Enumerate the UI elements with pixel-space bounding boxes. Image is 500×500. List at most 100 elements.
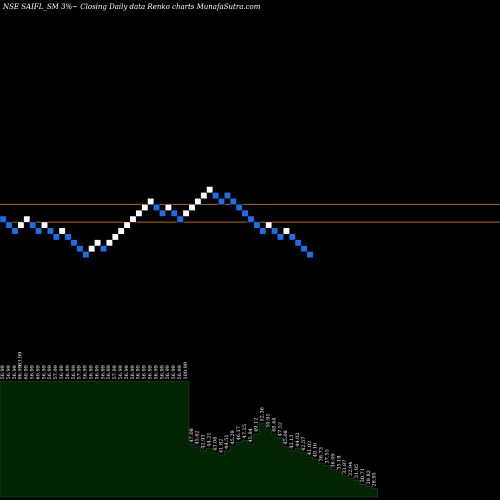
volume-label: 41.82 <box>218 439 224 453</box>
up-brick <box>206 186 214 194</box>
volume-label: 56.99 <box>12 365 18 379</box>
up-brick <box>105 239 113 247</box>
volume-label: 45.62 <box>195 430 201 444</box>
up-brick <box>182 209 190 217</box>
volume-label: 56.99 <box>136 365 142 379</box>
volume-label: 45.08 <box>283 430 289 444</box>
volume-label: 56.99 <box>65 365 71 379</box>
volume-label: 42.93 <box>201 434 207 448</box>
volume-label: 56.99 <box>153 365 159 379</box>
up-brick <box>200 192 208 200</box>
down-brick <box>300 245 308 253</box>
down-brick <box>306 251 314 259</box>
down-brick <box>218 198 225 205</box>
volume-label: 32.94 <box>348 462 354 476</box>
volume-label: 56.99 <box>142 365 148 379</box>
volume-label: 47.52 <box>277 422 283 436</box>
up-brick <box>265 221 273 229</box>
down-brick <box>259 227 267 235</box>
volume-label: 56.99 <box>118 365 124 379</box>
volume-label: 56.99 <box>89 365 95 379</box>
down-brick <box>70 239 78 247</box>
volume-label: 57.99 <box>112 365 118 379</box>
volume-label: 60.99 <box>35 365 41 379</box>
up-brick <box>129 215 137 223</box>
volume-label: 30.71 <box>360 468 366 482</box>
down-brick <box>100 245 107 253</box>
down-brick <box>212 192 220 200</box>
volume-label: 52.36 <box>260 407 266 421</box>
up-brick <box>164 203 172 211</box>
down-brick <box>64 233 72 241</box>
volume-label: 57.99 <box>77 365 83 379</box>
volume-label: 57.99 <box>53 365 59 379</box>
volume-label: 37.55 <box>325 449 331 463</box>
down-brick <box>52 233 60 241</box>
down-brick <box>46 227 54 235</box>
down-brick <box>35 227 43 235</box>
down-brick <box>229 198 237 205</box>
up-brick <box>135 209 143 217</box>
up-brick <box>141 203 149 211</box>
volume-label: 56.99 <box>83 365 89 379</box>
down-brick <box>29 221 37 229</box>
renko-bricks <box>0 186 314 259</box>
volume-label: 44.02 <box>295 432 301 446</box>
down-brick <box>288 233 296 241</box>
volume-label: 44.21 <box>207 432 213 446</box>
volume-panel <box>0 381 379 498</box>
volume-label: 45.29 <box>230 430 236 444</box>
down-brick <box>223 192 231 200</box>
up-brick <box>58 227 66 235</box>
up-brick <box>123 221 131 229</box>
volume-label: 56.99 <box>6 365 12 379</box>
down-brick <box>241 209 249 217</box>
volume-label: 56.99 <box>30 365 36 379</box>
volume-label: 56.99 <box>106 365 112 379</box>
down-brick <box>76 245 84 253</box>
down-brick <box>235 203 243 211</box>
volume-label: 36.09 <box>330 453 336 467</box>
volume-label: 45.84 <box>248 428 254 442</box>
volume-label: 43.13 <box>289 434 295 448</box>
volume-label: 56.99 <box>100 365 106 379</box>
volume-label: 56.99 <box>124 365 130 379</box>
down-brick <box>82 251 90 259</box>
down-brick <box>277 233 284 241</box>
down-brick <box>253 221 261 229</box>
volume-label: 56.99 <box>59 365 65 379</box>
down-brick <box>11 227 19 235</box>
volume-label: 56.99 <box>0 365 6 379</box>
volume-label: 109.99 <box>183 362 189 380</box>
volume-label: 40.16 <box>313 443 319 457</box>
volume-label: 44.51 <box>224 434 230 448</box>
up-brick <box>88 245 96 253</box>
volume-label: 46.37 <box>236 426 242 440</box>
down-brick <box>176 215 184 223</box>
volume-label: 33.87 <box>342 460 348 474</box>
volume-label: 56.99 <box>130 365 136 379</box>
volume-label: 96.99 <box>18 365 24 379</box>
volume-label: 56.99 <box>148 365 154 379</box>
down-brick <box>0 215 7 223</box>
volume-label: 56.99 <box>71 365 77 379</box>
up-brick <box>111 233 119 241</box>
volume-label: 29.82 <box>366 470 372 484</box>
down-brick <box>159 209 166 217</box>
volume-label: 56.99 <box>177 365 183 379</box>
up-brick <box>194 198 202 205</box>
volume-labels: 56.99 56.99 56.99 96.99 60.99 56.99 60.99 56.99… <box>0 352 378 487</box>
volume-label: 49.12 <box>254 418 260 432</box>
up-brick <box>188 203 196 211</box>
volume-extra-label: 63.99 <box>18 352 24 366</box>
volume-label: 28.95 <box>372 472 378 486</box>
up-brick <box>117 227 125 235</box>
volume-label: 56.99 <box>171 365 177 379</box>
volume-label: 41.02 <box>307 441 313 455</box>
down-brick <box>294 239 302 247</box>
volume-label: 56.99 <box>94 365 100 379</box>
volume-label: 48.44 <box>271 418 277 432</box>
up-brick <box>147 198 155 205</box>
down-brick <box>271 227 279 235</box>
